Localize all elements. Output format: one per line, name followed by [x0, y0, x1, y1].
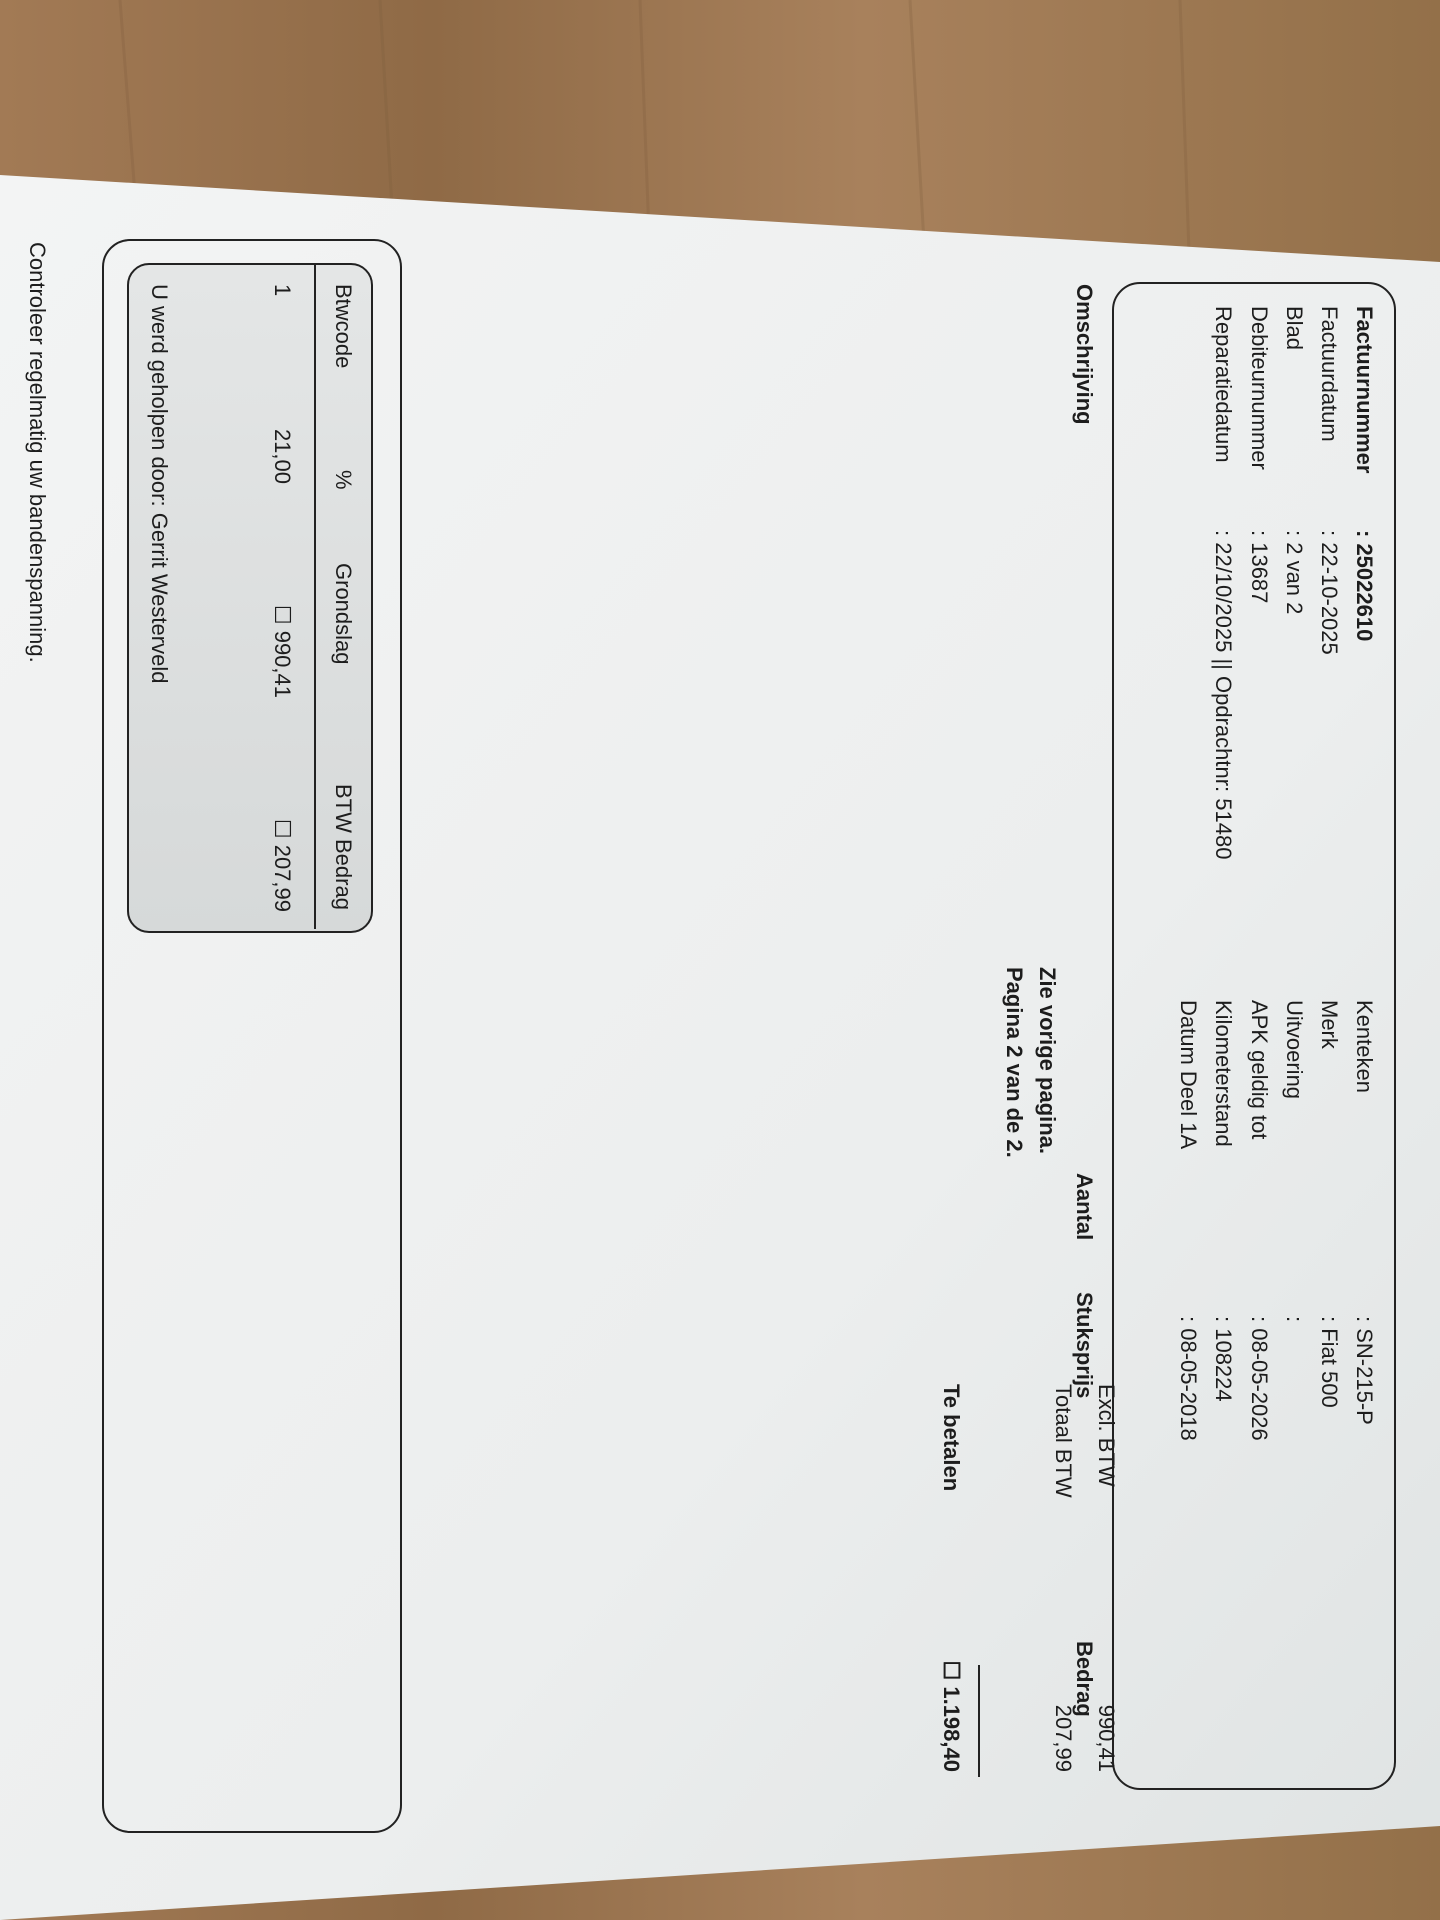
- see-previous-page: Zie vorige pagina.: [1035, 967, 1060, 1155]
- date-part-1a-value: : 08-05-2018: [1176, 1316, 1201, 1441]
- sheet-value: : 2 van 2: [1282, 530, 1307, 615]
- vat-header-amount: BTW Bedrag: [331, 784, 356, 910]
- version-value: :: [1282, 1316, 1307, 1323]
- invoice-number-label: Factuurnummer: [1352, 306, 1377, 474]
- amount-due-value: ☐ 1.198,40: [939, 1660, 964, 1772]
- mileage-value: : 108224: [1211, 1316, 1236, 1402]
- column-description: Omschrijving: [1072, 284, 1097, 425]
- sheet-label: Blad: [1282, 306, 1307, 351]
- vat-row-code: 1: [270, 284, 295, 297]
- footer-note: Controleer regelmatig uw bandenspanning.: [25, 242, 50, 663]
- license-plate-value: : SN-215-P: [1352, 1316, 1377, 1425]
- vat-header-percent: %: [331, 470, 356, 490]
- totals-divider: [978, 1665, 980, 1777]
- vat-row-percent: 21,00: [270, 428, 295, 484]
- repair-date-label: Reparatiedatum: [1211, 306, 1236, 463]
- vat-header-code: Btwcode: [331, 284, 356, 369]
- invoice-date-value: : 22-10-2025: [1317, 530, 1342, 655]
- brand-value: : Fiat 500: [1317, 1316, 1342, 1408]
- amount-due-label: Te betalen: [939, 1384, 964, 1492]
- vat-header-base: Grondslag: [331, 563, 356, 665]
- total-vat-label: Totaal BTW: [1051, 1384, 1076, 1498]
- apk-valid-value: : 08-05-2026: [1247, 1316, 1272, 1441]
- vat-row-amount: ☐ 207,99: [270, 818, 295, 912]
- excl-vat-value: 990,41: [1094, 1704, 1119, 1772]
- total-vat-value: 207,99: [1051, 1704, 1076, 1772]
- version-label: Uitvoering: [1282, 1000, 1307, 1100]
- column-unit-price: Stuksprijs: [1072, 1292, 1097, 1399]
- debtor-number-label: Debiteurnummer: [1247, 306, 1272, 470]
- vat-table-divider: [314, 265, 316, 929]
- apk-valid-label: APK geldig tot: [1247, 1000, 1272, 1140]
- brand-label: Merk: [1317, 1000, 1342, 1049]
- excl-vat-label: Excl. BTW: [1094, 1384, 1119, 1487]
- helped-by: U werd geholpen door: Gerrit Westerveld: [147, 284, 172, 684]
- column-quantity: Aantal: [1072, 1173, 1097, 1241]
- vat-row-base: ☐ 990,41: [270, 604, 295, 698]
- debtor-number-value: : 13687: [1247, 530, 1272, 604]
- license-plate-label: Kenteken: [1352, 1000, 1377, 1093]
- date-part-1a-label: Datum Deel 1A: [1176, 1000, 1201, 1150]
- mileage-label: Kilometerstand: [1211, 1000, 1236, 1147]
- invoice-number-value: : 25022610: [1352, 530, 1377, 642]
- invoice-date-label: Factuurdatum: [1317, 306, 1342, 442]
- repair-date-value: : 22/10/2025 || Opdrachtnr: 51480: [1211, 530, 1236, 860]
- page-indicator: Pagina 2 van de 2.: [1002, 967, 1027, 1158]
